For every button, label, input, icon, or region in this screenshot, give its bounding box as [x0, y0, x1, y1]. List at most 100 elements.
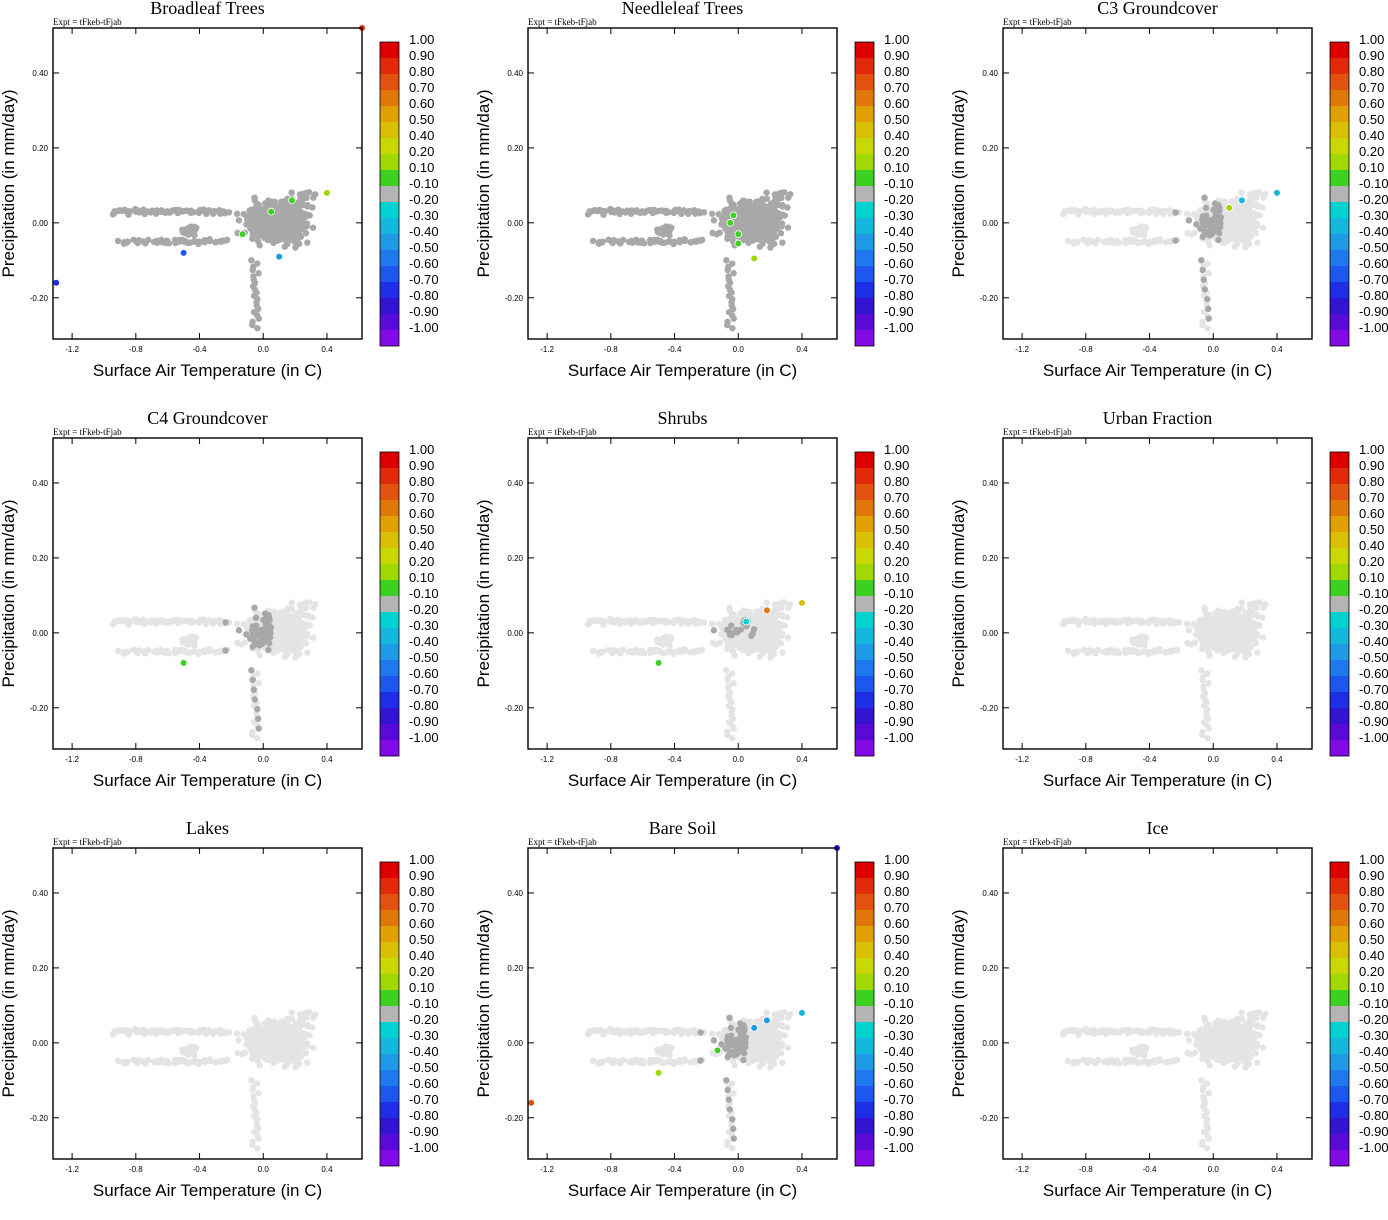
neutral-point	[748, 206, 754, 212]
neutral-point	[763, 216, 769, 222]
neutral-point	[226, 209, 232, 215]
colorbar-label: -0.80	[409, 288, 439, 303]
colorbar: 1.000.900.800.700.600.500.400.200.10-0.1…	[855, 442, 914, 756]
neutral-point	[727, 629, 733, 635]
colorbar-label: -0.70	[1359, 272, 1388, 287]
neutral-point	[771, 234, 777, 240]
colorbar-swatch	[855, 740, 874, 756]
colorbar-swatch	[380, 298, 399, 314]
colorbar-label: 0.90	[409, 458, 434, 473]
background-point	[1260, 224, 1266, 230]
colorbar-label: 1.00	[1359, 32, 1384, 47]
neutral-point	[729, 325, 735, 331]
colorbar-label: -0.10	[1359, 176, 1388, 191]
highlight-point	[743, 618, 750, 625]
colorbar-swatch	[380, 314, 399, 330]
neutral-point	[296, 234, 302, 240]
x-tick-label: -0.8	[604, 755, 618, 764]
y-tick-label: 0.20	[32, 144, 48, 153]
x-tick-label: 0.0	[258, 345, 270, 354]
colorbar-label: -0.50	[409, 650, 439, 665]
colorbar-swatch	[380, 234, 399, 250]
highlight-point	[53, 279, 60, 286]
colorbar-label: -0.80	[409, 698, 439, 713]
colorbar-label: -0.10	[409, 176, 439, 191]
background-point	[206, 646, 212, 652]
background-point	[310, 634, 316, 640]
neutral-point	[1201, 277, 1207, 283]
neutral-point	[288, 203, 294, 209]
colorbar-swatch	[380, 612, 399, 628]
colorbar-label: -0.30	[884, 618, 914, 633]
neutral-point	[745, 228, 751, 234]
expt-label: Expt = tFkeb-tFjab	[53, 17, 122, 27]
neutral-point	[1186, 217, 1192, 223]
background-point	[785, 634, 791, 640]
background-point	[771, 644, 777, 650]
colorbar-label: 0.80	[884, 64, 909, 79]
x-tick-label: 0.0	[733, 345, 745, 354]
background-point	[1184, 211, 1190, 217]
colorbar-label: 0.20	[1359, 144, 1384, 159]
colorbar-label: -0.30	[1359, 208, 1388, 223]
highlight-point	[268, 208, 275, 215]
plot-frame	[528, 28, 837, 339]
y-axis-label: Precipitation (in mm/day)	[475, 89, 493, 277]
neutral-point	[1202, 219, 1208, 225]
neutral-point	[1205, 306, 1211, 312]
colorbar-label: 0.60	[1359, 96, 1384, 111]
colorbar-swatch	[855, 564, 874, 580]
neutral-point	[142, 240, 148, 246]
colorbar-swatch	[855, 676, 874, 692]
colorbar-swatch	[380, 532, 399, 548]
colorbar-label: 0.20	[409, 554, 434, 569]
point-cloud	[110, 599, 319, 741]
neutral-point	[769, 210, 775, 216]
colorbar-label: -0.80	[884, 288, 914, 303]
point-cloud	[585, 599, 794, 741]
x-tick-label: -0.4	[193, 345, 207, 354]
colorbar-label: -1.00	[409, 730, 439, 745]
neutral-point	[1203, 205, 1209, 211]
neutral-point	[222, 647, 228, 653]
colorbar-swatch	[855, 484, 874, 500]
colorbar-swatch	[380, 330, 399, 346]
background-point	[763, 626, 769, 632]
background-point	[1237, 234, 1243, 240]
background-point	[762, 644, 768, 650]
neutral-point	[306, 189, 312, 195]
x-tick-label: 0.4	[1271, 345, 1283, 354]
x-tick-label: 0.4	[796, 345, 808, 354]
neutral-point	[775, 202, 781, 208]
colorbar-swatch	[855, 234, 874, 250]
highlight-point	[751, 255, 758, 262]
background-point	[1226, 229, 1232, 235]
background-point	[781, 599, 787, 605]
colorbar-label: 1.00	[884, 32, 909, 47]
x-tick-label: -1.2	[65, 755, 79, 764]
neutral-point	[282, 243, 288, 249]
colorbar-label: 0.10	[409, 570, 434, 585]
neutral-point	[723, 257, 729, 263]
colorbar-swatch	[1330, 250, 1349, 266]
colorbar-swatch	[380, 170, 399, 186]
neutral-point	[115, 238, 121, 244]
background-point	[1260, 195, 1266, 201]
colorbar-swatch	[380, 660, 399, 676]
colorbar: 1.000.900.800.700.600.500.400.200.10-0.1…	[380, 32, 439, 346]
neutral-point	[729, 232, 735, 238]
background-point	[298, 605, 304, 611]
y-tick-label: -0.20	[505, 294, 524, 303]
colorbar-swatch	[1330, 90, 1349, 106]
neutral-point	[666, 231, 672, 237]
expt-label: Expt = tFkeb-tFjab	[1003, 17, 1072, 27]
background-point	[757, 653, 763, 659]
neutral-point	[265, 647, 271, 653]
background-point	[1256, 189, 1262, 195]
background-point	[190, 619, 196, 625]
neutral-point	[256, 642, 262, 648]
background-point	[1224, 218, 1230, 224]
background-point	[699, 647, 705, 653]
highlight-point	[655, 659, 662, 666]
